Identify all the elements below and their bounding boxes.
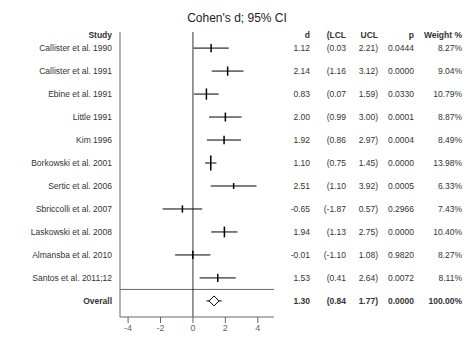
svg-text:0.0005: 0.0005 — [388, 181, 414, 191]
svg-text:d: d — [305, 30, 310, 40]
svg-text:Sertic et al. 2006: Sertic et al. 2006 — [48, 181, 112, 191]
svg-text:0.0001: 0.0001 — [388, 112, 414, 122]
svg-text:1.53: 1.53 — [293, 273, 310, 283]
svg-text:(0.86: (0.86 — [327, 135, 347, 145]
svg-text:8.11%: 8.11% — [439, 273, 463, 283]
svg-text:1.30: 1.30 — [293, 296, 310, 306]
svg-text:Overall: Overall — [83, 296, 112, 306]
svg-text:100.00%: 100.00% — [428, 296, 462, 306]
svg-text:-4: -4 — [124, 323, 132, 333]
svg-text:2.51: 2.51 — [293, 181, 310, 191]
svg-text:2.75): 2.75) — [359, 227, 379, 237]
svg-text:4: 4 — [255, 323, 260, 333]
svg-text:3.00): 3.00) — [359, 112, 379, 122]
svg-text:1.92: 1.92 — [293, 135, 310, 145]
svg-text:0.57): 0.57) — [359, 204, 379, 214]
svg-text:UCL: UCL — [361, 30, 378, 40]
svg-text:Kim 1996: Kim 1996 — [76, 135, 112, 145]
svg-text:(-1.10: (-1.10 — [324, 250, 346, 260]
svg-text:Callister et al. 1990: Callister et al. 1990 — [39, 43, 112, 53]
svg-text:Study: Study — [88, 30, 112, 40]
svg-text:1.94: 1.94 — [293, 227, 310, 237]
svg-text:Weight %: Weight % — [424, 30, 463, 40]
svg-text:10.40%: 10.40% — [433, 227, 462, 237]
svg-text:0: 0 — [190, 323, 195, 333]
svg-text:(1.13: (1.13 — [327, 227, 347, 237]
svg-text:0.2966: 0.2966 — [388, 204, 414, 214]
svg-text:0.0004: 0.0004 — [388, 135, 414, 145]
svg-text:(0.84: (0.84 — [327, 296, 347, 306]
svg-text:Santos et al. 2011;12: Santos et al. 2011;12 — [32, 273, 112, 283]
svg-text:Callister et al. 1991: Callister et al. 1991 — [39, 66, 112, 76]
svg-text:0.9820: 0.9820 — [388, 250, 414, 260]
svg-text:(LCL: (LCL — [327, 30, 346, 40]
svg-text:(0.99: (0.99 — [327, 112, 347, 122]
svg-text:Borkowski et al. 2001: Borkowski et al. 2001 — [31, 158, 112, 168]
svg-text:1.12: 1.12 — [293, 43, 310, 53]
svg-text:(1.16: (1.16 — [327, 66, 347, 76]
svg-text:(-1.87: (-1.87 — [324, 204, 346, 214]
html-text:Cohen's d; 95% CI: Cohen's d; 95% CI — [187, 11, 287, 25]
svg-text:1.08): 1.08) — [359, 250, 379, 260]
svg-text:(0.07: (0.07 — [327, 89, 347, 99]
svg-text:Almansba et al. 2010: Almansba et al. 2010 — [32, 250, 112, 260]
svg-text:(0.03: (0.03 — [327, 43, 347, 53]
svg-text:1.45): 1.45) — [359, 158, 379, 168]
svg-text:1.59): 1.59) — [359, 89, 379, 99]
svg-text:8.27%: 8.27% — [438, 250, 463, 260]
svg-text:8.27%: 8.27% — [438, 43, 463, 53]
svg-text:-0.65: -0.65 — [291, 204, 311, 214]
svg-text:2.00: 2.00 — [293, 112, 310, 122]
svg-text:0.0330: 0.0330 — [388, 89, 414, 99]
svg-text:p: p — [409, 30, 414, 40]
svg-text:7.43%: 7.43% — [438, 204, 463, 214]
svg-text:13.98%: 13.98% — [433, 158, 462, 168]
svg-text:6.33%: 6.33% — [438, 181, 463, 191]
svg-text:(0.41: (0.41 — [327, 273, 347, 283]
svg-text:0.0072: 0.0072 — [388, 273, 414, 283]
svg-text:8.87%: 8.87% — [438, 112, 463, 122]
svg-text:(0.75: (0.75 — [327, 158, 347, 168]
svg-text:0.0000: 0.0000 — [388, 66, 414, 76]
svg-text:1.77): 1.77) — [359, 296, 379, 306]
svg-text:3.12): 3.12) — [359, 66, 379, 76]
svg-text:10.79%: 10.79% — [433, 89, 462, 99]
svg-text:0.0000: 0.0000 — [388, 296, 414, 306]
svg-text:2.64): 2.64) — [359, 273, 379, 283]
svg-text:0.0000: 0.0000 — [388, 158, 414, 168]
svg-text:2.97): 2.97) — [359, 135, 379, 145]
svg-text:8.49%: 8.49% — [438, 135, 463, 145]
svg-text:0.0444: 0.0444 — [388, 43, 414, 53]
svg-text:0.0000: 0.0000 — [388, 227, 414, 237]
svg-text:0.83: 0.83 — [293, 89, 310, 99]
svg-text:Ebine et al. 1991: Ebine et al. 1991 — [48, 89, 112, 99]
svg-text:-0.01: -0.01 — [291, 250, 311, 260]
svg-text:2.14: 2.14 — [293, 66, 310, 76]
svg-text:Little 1991: Little 1991 — [73, 112, 112, 122]
svg-text:2.21): 2.21) — [359, 43, 379, 53]
svg-text:2: 2 — [223, 323, 228, 333]
svg-text:3.92): 3.92) — [359, 181, 379, 191]
svg-text:Sbriccolli et al. 2007: Sbriccolli et al. 2007 — [36, 204, 112, 214]
svg-text:(1.10: (1.10 — [327, 181, 347, 191]
svg-text:1.10: 1.10 — [293, 158, 310, 168]
svg-text:9.04%: 9.04% — [438, 66, 463, 76]
svg-text:-2: -2 — [157, 323, 165, 333]
svg-text:Laskowski et al. 2008: Laskowski et al. 2008 — [31, 227, 113, 237]
